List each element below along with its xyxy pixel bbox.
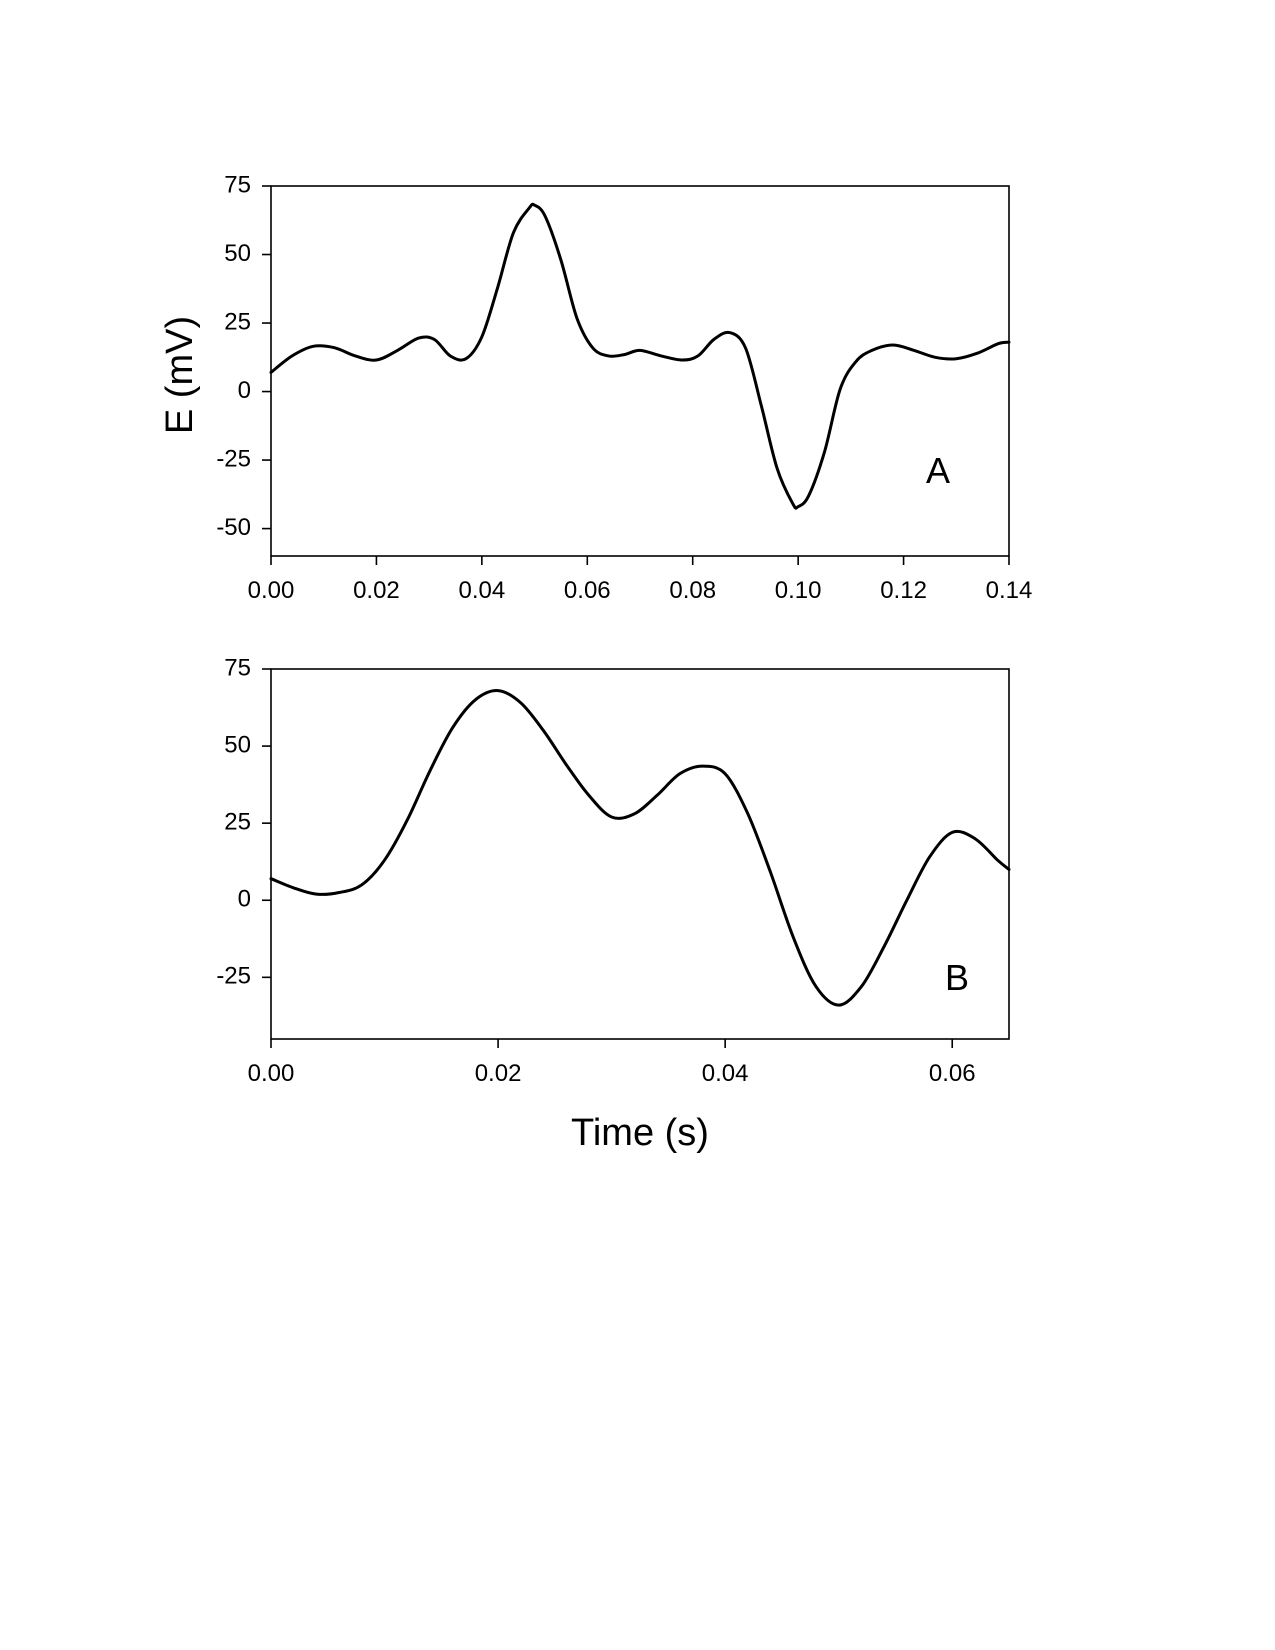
panel-b-frame [270,668,1010,1040]
panel-b-series-line [269,689,1011,1007]
panel-b-x-tick-label: 0.00 [248,1060,295,1087]
panel-a-y-tick-label: 25 [224,308,251,335]
panel-a-x-tick-label: 0.06 [564,577,611,604]
panel-b-y-tick-label: 25 [224,809,251,836]
panel-a-x-tick-label: 0.08 [669,577,716,604]
panel-b-y-tick-label: 50 [224,731,251,758]
panel-b-x-tick-label: 0.02 [475,1060,522,1087]
panel-a-y-tick-label: 0 [238,377,251,404]
panel-a-x-tick-label: 0.04 [458,577,505,604]
panel-a-y-tick-label: -50 [216,514,251,541]
panel-a-series-line [269,202,1011,510]
panel-b-y-tick-label: 0 [238,886,251,913]
panel-a-y-tick-label: 50 [224,240,251,267]
panel-b-plot: 0.00 0.02 0.04 0.06 75 50 25 0 -25 B [216,654,1011,1087]
panel-a-plot: 0.00 0.02 0.04 0.06 0.08 0.10 0.12 0.14 75 50 25 0… [216,171,1032,604]
panel-a-y-ticks: 75 50 25 0 -25 -50 [216,171,271,541]
x-axis-title: Time (s) [571,1112,709,1154]
panel-b-label: B [945,957,969,998]
panel-b-y-tick-label: 75 [224,654,251,681]
panel-a-x-ticks: 0.00 0.02 0.04 0.06 0.08 0.10 0.12 0.14 [248,556,1033,604]
panel-a-y-tick-label: 75 [224,171,251,198]
panel-a-label: A [926,450,950,491]
panel-b-x-ticks: 0.00 0.02 0.04 0.06 [248,1039,976,1087]
panel-b-x-tick-label: 0.06 [929,1060,976,1087]
panel-a-y-tick-label: -25 [216,445,251,472]
panel-a-x-tick-label: 0.00 [248,577,295,604]
panel-a-x-tick-label: 0.10 [775,577,822,604]
y-axis-title: E (mV) [159,316,201,434]
panel-a-x-tick-label: 0.14 [986,577,1033,604]
panel-a-frame [270,185,1010,557]
panel-b-y-ticks: 75 50 25 0 -25 [216,654,271,990]
panel-b-x-tick-label: 0.04 [702,1060,749,1087]
panel-a-x-tick-label: 0.12 [880,577,927,604]
panel-a-x-tick-label: 0.02 [353,577,400,604]
panel-b-y-tick-label: -25 [216,963,251,990]
